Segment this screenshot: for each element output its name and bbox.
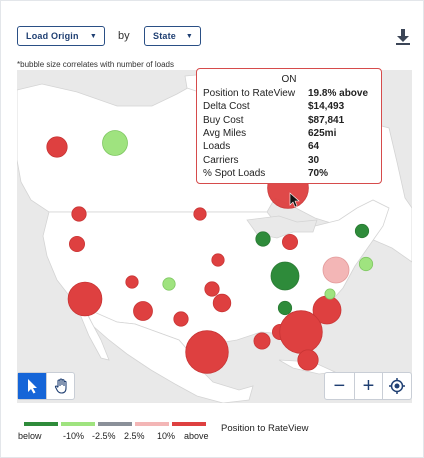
pan-tool-button[interactable] bbox=[46, 373, 74, 399]
tooltip-row: Position to RateView 19.8% above bbox=[203, 87, 375, 100]
bubble-ky[interactable] bbox=[277, 300, 293, 316]
bubble-ok[interactable] bbox=[173, 311, 189, 327]
legend-swatch-above bbox=[172, 422, 206, 426]
plus-icon: + bbox=[362, 375, 375, 397]
chevron-down-icon: ▼ bbox=[185, 32, 193, 40]
tooltip-value: 70% bbox=[308, 167, 329, 179]
origin-dropdown-label: Load Origin bbox=[26, 31, 79, 41]
tooltip-value: 19.8% above bbox=[308, 88, 369, 100]
zoom-toolbar: − + bbox=[324, 372, 412, 400]
bubble-mb[interactable] bbox=[193, 207, 207, 221]
bubble-ks[interactable] bbox=[204, 281, 220, 297]
tooltip-label: Avg Miles bbox=[203, 128, 247, 140]
tooltip-value: 64 bbox=[308, 141, 320, 153]
tooltip: ON Position to RateView 19.8% above Delta… bbox=[196, 68, 382, 184]
tooltip-label: Position to RateView bbox=[203, 88, 296, 100]
group-dropdown[interactable]: State ▼ bbox=[144, 26, 201, 46]
legend-swatch-light-above bbox=[135, 422, 169, 426]
legend-swatch-neutral bbox=[98, 422, 132, 426]
bubble-ca[interactable] bbox=[67, 281, 103, 317]
minus-icon: − bbox=[333, 375, 346, 397]
bubble-va[interactable] bbox=[324, 288, 336, 300]
tooltip-row: Avg Miles 625mi bbox=[203, 127, 375, 140]
tooltip-value: $87,841 bbox=[308, 114, 345, 126]
bubble-oh[interactable] bbox=[322, 256, 350, 284]
bubble-wi[interactable] bbox=[255, 231, 271, 247]
bubble-or[interactable] bbox=[69, 235, 86, 252]
group-dropdown-label: State bbox=[153, 31, 177, 41]
bubble-az[interactable] bbox=[133, 301, 153, 321]
bubble-wa[interactable] bbox=[71, 206, 87, 222]
bubble-ny[interactable] bbox=[354, 223, 370, 239]
bubbles-layer bbox=[46, 130, 374, 374]
legend-swatch-light-below bbox=[61, 422, 95, 426]
bubble-mo[interactable] bbox=[212, 293, 232, 313]
bubble-la[interactable] bbox=[253, 332, 271, 350]
by-label: by bbox=[118, 30, 130, 42]
legend-label: below bbox=[18, 431, 42, 441]
zoom-in-button[interactable]: + bbox=[353, 373, 383, 399]
locate-button[interactable] bbox=[382, 373, 411, 399]
origin-dropdown[interactable]: Load Origin ▼ bbox=[17, 26, 105, 46]
download-icon[interactable] bbox=[395, 28, 411, 46]
tooltip-title: ON bbox=[281, 74, 297, 85]
tooltip-label: Carriers bbox=[203, 154, 239, 166]
select-tool-button[interactable] bbox=[18, 373, 46, 399]
mexico-landmass bbox=[84, 307, 254, 403]
legend-swatch-below bbox=[24, 422, 58, 426]
tooltip-label: % Spot Loads bbox=[203, 167, 266, 179]
tooltip-label: Delta Cost bbox=[203, 101, 250, 113]
legend-label: -2.5% bbox=[92, 431, 116, 441]
hover-cursor bbox=[289, 192, 300, 208]
bubble-il[interactable] bbox=[270, 261, 300, 291]
map-mode-toolbar bbox=[17, 372, 75, 400]
bubble-nu[interactable] bbox=[102, 130, 128, 156]
legend-title: Position to RateView bbox=[221, 423, 309, 434]
tooltip-row: Loads 64 bbox=[203, 140, 375, 153]
bubble-mn[interactable] bbox=[211, 253, 225, 267]
crosshair-icon bbox=[389, 378, 406, 394]
tooltip-row: % Spot Loads 70% bbox=[203, 167, 375, 180]
tooltip-label: Buy Cost bbox=[203, 114, 244, 126]
chevron-down-icon: ▼ bbox=[89, 32, 97, 40]
bubble-pa[interactable] bbox=[358, 256, 374, 272]
tooltip-row: Carriers 30 bbox=[203, 153, 375, 166]
legend-label: 2.5% bbox=[124, 431, 145, 441]
tooltip-value: 625mi bbox=[308, 128, 337, 140]
bubble-size-note: *bubble size correlates with number of l… bbox=[17, 60, 174, 69]
tooltip-label: Loads bbox=[203, 141, 231, 153]
bubble-ga[interactable] bbox=[279, 310, 323, 354]
bubble-fl[interactable] bbox=[297, 349, 319, 371]
tooltip-row: Delta Cost $14,493 bbox=[203, 100, 375, 113]
hand-icon bbox=[54, 378, 67, 394]
tooltip-value: 30 bbox=[308, 154, 320, 166]
bubble-tx[interactable] bbox=[185, 330, 229, 374]
bubble-nv[interactable] bbox=[125, 275, 139, 289]
bubble-mi[interactable] bbox=[281, 233, 298, 250]
legend-label: 10% bbox=[157, 431, 176, 441]
cursor-arrow-icon bbox=[28, 379, 37, 394]
tooltip-value: $14,493 bbox=[308, 101, 345, 113]
bubble-bc[interactable] bbox=[46, 136, 68, 158]
legend-label: -10% bbox=[63, 431, 85, 441]
zoom-out-button[interactable]: − bbox=[325, 373, 354, 399]
legend-label: above bbox=[184, 431, 209, 441]
tooltip-row: Buy Cost $87,841 bbox=[203, 114, 375, 127]
bubble-co[interactable] bbox=[162, 277, 176, 291]
